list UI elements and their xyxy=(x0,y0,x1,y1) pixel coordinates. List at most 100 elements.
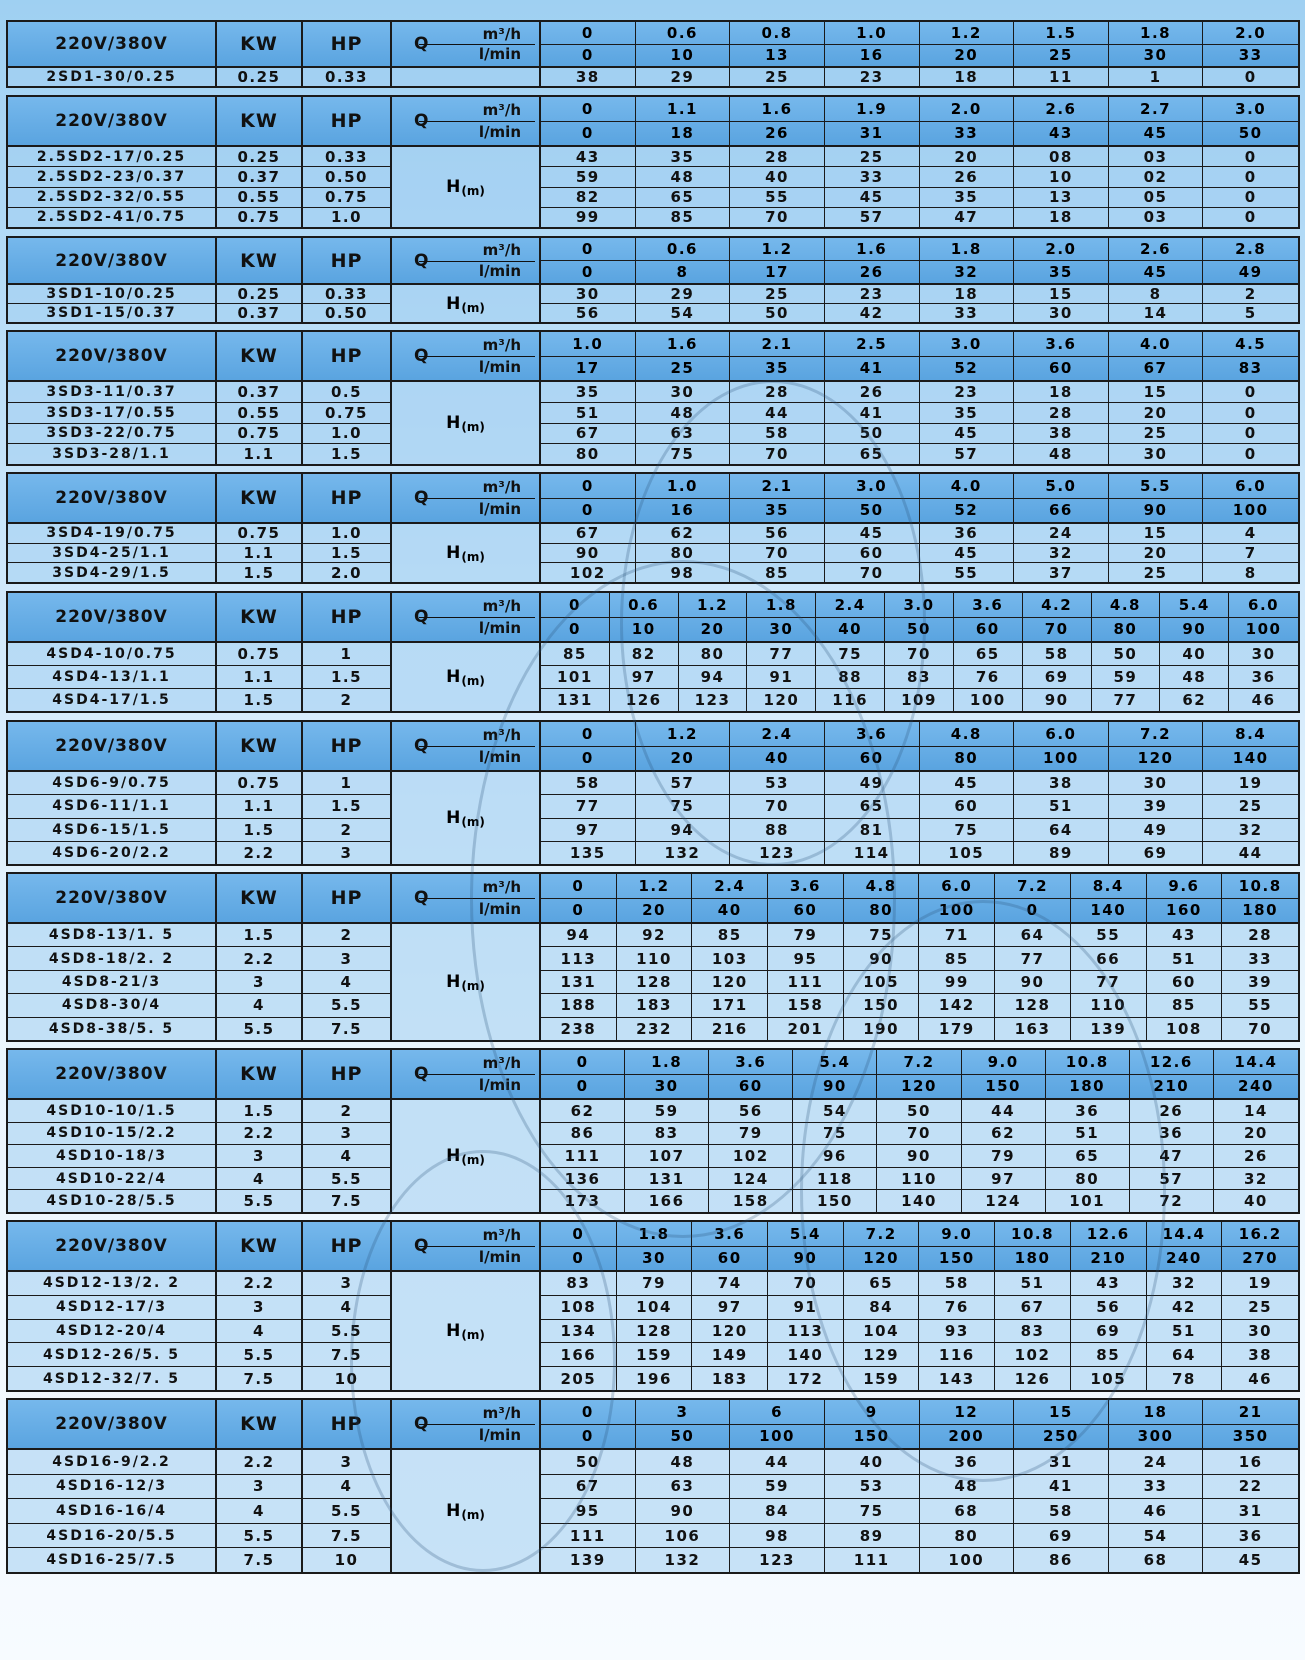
unit-m3h: m³/h xyxy=(482,1054,521,1072)
head-value: 36 xyxy=(1251,668,1276,686)
head-value: 166 xyxy=(625,1190,710,1212)
head-value: 159 xyxy=(617,1343,693,1367)
head-row: 97 94 88 81 75 64 49 32 xyxy=(541,818,1298,842)
head-value: 98 xyxy=(636,563,731,583)
head-value: 70 xyxy=(877,1122,962,1145)
head-row: 59 48 40 33 26 10 02 0 xyxy=(541,167,1298,188)
head-value: 05 xyxy=(1109,187,1204,207)
head-value: 101 xyxy=(1046,1190,1130,1212)
model-column: 4SD4-10/0.75 4SD4-13/1.1 4SD4-17/1.5 xyxy=(8,643,217,711)
head-value: 140 xyxy=(877,1190,962,1212)
hp-value: 1.0 xyxy=(303,424,390,445)
flow-row-lmin: 0 20 40 60 80 100 120 140 xyxy=(541,746,1298,770)
head-value: 94 xyxy=(636,818,731,841)
flow-value: 52 xyxy=(920,356,1015,380)
head-value: 126 xyxy=(995,1367,1071,1390)
kw-column: 2.2 3 4 5.5 7.5 xyxy=(217,1272,303,1390)
head-row: 67 62 56 45 36 24 15 4 xyxy=(541,524,1298,544)
head-value: 91 xyxy=(768,1295,844,1319)
kw-value: 0.55 xyxy=(217,188,301,208)
head-value: 80 xyxy=(636,543,731,563)
flow-value: 50 xyxy=(636,1424,731,1448)
kw-value: 0.55 xyxy=(217,403,301,424)
flow-value: 10.8 xyxy=(1046,1050,1130,1074)
flow-value: 180 xyxy=(1242,901,1279,920)
head-value: 36 xyxy=(1130,1122,1214,1145)
head-value: 94 xyxy=(679,666,748,688)
head-value: 63 xyxy=(636,423,731,444)
flow-value: 66 xyxy=(1014,498,1109,522)
head-label xyxy=(392,68,541,86)
head-value: 15 xyxy=(1109,524,1204,543)
head-value: 69 xyxy=(1023,666,1092,688)
hp-value: 1.5 xyxy=(303,795,390,819)
head-value: 126 xyxy=(610,689,679,711)
kw-value: 3 xyxy=(217,1145,301,1168)
flow-value: 1.2 xyxy=(679,593,748,617)
head-value: 11 xyxy=(1014,68,1109,86)
head-value: 131 xyxy=(541,970,617,994)
flow-value: 80 xyxy=(1092,617,1161,641)
hp-value: 7.5 xyxy=(330,1192,363,1211)
model-name: 3SD4-25/1.1 xyxy=(8,544,215,564)
flow-value: 2.0 xyxy=(1235,23,1267,42)
flow-value: 0 xyxy=(541,97,636,121)
head-row: 38 29 25 23 18 11 1 0 xyxy=(541,68,1298,86)
flow-value: 1.0 xyxy=(825,22,920,44)
head-value: 43 xyxy=(541,147,636,167)
head-value: 02 xyxy=(1109,167,1204,187)
model-name: 4SD6-9/0.75 xyxy=(8,772,215,796)
flow-value: 26 xyxy=(730,121,825,145)
hp-column: 0.33 xyxy=(303,68,392,86)
head-value: 62 xyxy=(962,1122,1046,1145)
head-unit: (m) xyxy=(461,300,485,315)
head-value: 19 xyxy=(1248,1274,1273,1293)
head-value: 136 xyxy=(541,1167,626,1190)
head-value: 38 xyxy=(1014,772,1109,795)
flow-value: 35 xyxy=(1014,261,1109,283)
head-value: 131 xyxy=(625,1167,710,1190)
head-value: 74 xyxy=(692,1272,769,1295)
kw-column: 1.5 2.2 3 4 5.5 xyxy=(217,1100,303,1212)
head-value: 48 xyxy=(1014,444,1109,464)
head-value: 94 xyxy=(541,924,617,947)
flow-value: 3.0 xyxy=(920,332,1015,356)
head-value: 99 xyxy=(919,970,996,994)
flow-row-lmin: 0 20 40 60 80 100 0 140 160 180 xyxy=(541,898,1298,922)
model-name: 2SD1-30/0.25 xyxy=(46,69,177,85)
head-value: 68 xyxy=(1109,1548,1204,1572)
hp-value: 2 xyxy=(340,691,353,709)
hp-column: 1 1.5 2 3 xyxy=(303,772,392,864)
unit-lmin: l/min xyxy=(478,261,521,280)
flow-units: m³/h l/min xyxy=(418,1402,536,1446)
head-value: 20 xyxy=(1109,402,1204,423)
head-value: 90 xyxy=(844,947,920,970)
hp-column: 3 4 5.5 7.5 10 xyxy=(303,1272,392,1390)
head-unit: (m) xyxy=(461,815,485,829)
flow-value: 150 xyxy=(962,1074,1046,1098)
head-value: 205 xyxy=(541,1367,617,1390)
flow-value: 6 xyxy=(730,1400,825,1424)
head-value: 111 xyxy=(768,970,844,994)
kw-label: KW xyxy=(217,1222,303,1270)
head-value: 38 xyxy=(1248,1345,1273,1364)
head-value: 62 xyxy=(1160,689,1230,711)
head-value: 142 xyxy=(919,994,996,1017)
voltage-label: 220V/380V xyxy=(8,474,217,522)
kw-label: KW xyxy=(217,722,303,770)
head-value: 56 xyxy=(730,524,825,543)
head-value: 93 xyxy=(919,1319,996,1343)
kw-label: KW xyxy=(217,22,303,66)
head-value: 216 xyxy=(692,1017,769,1041)
model-name: 3SD4-29/1.5 xyxy=(52,564,171,581)
head-value: 79 xyxy=(709,1122,794,1145)
voltage-label: 220V/380V xyxy=(8,1050,217,1098)
hp-value: 3 xyxy=(303,947,390,971)
head-row: 67 63 58 50 45 38 25 0 xyxy=(541,423,1298,445)
head-value: 50 xyxy=(541,1450,636,1474)
head-value: 82 xyxy=(541,187,636,207)
flow-value: 140 xyxy=(1071,898,1147,922)
flow-value: 8.4 xyxy=(1071,874,1147,898)
head-value: 85 xyxy=(636,207,731,227)
